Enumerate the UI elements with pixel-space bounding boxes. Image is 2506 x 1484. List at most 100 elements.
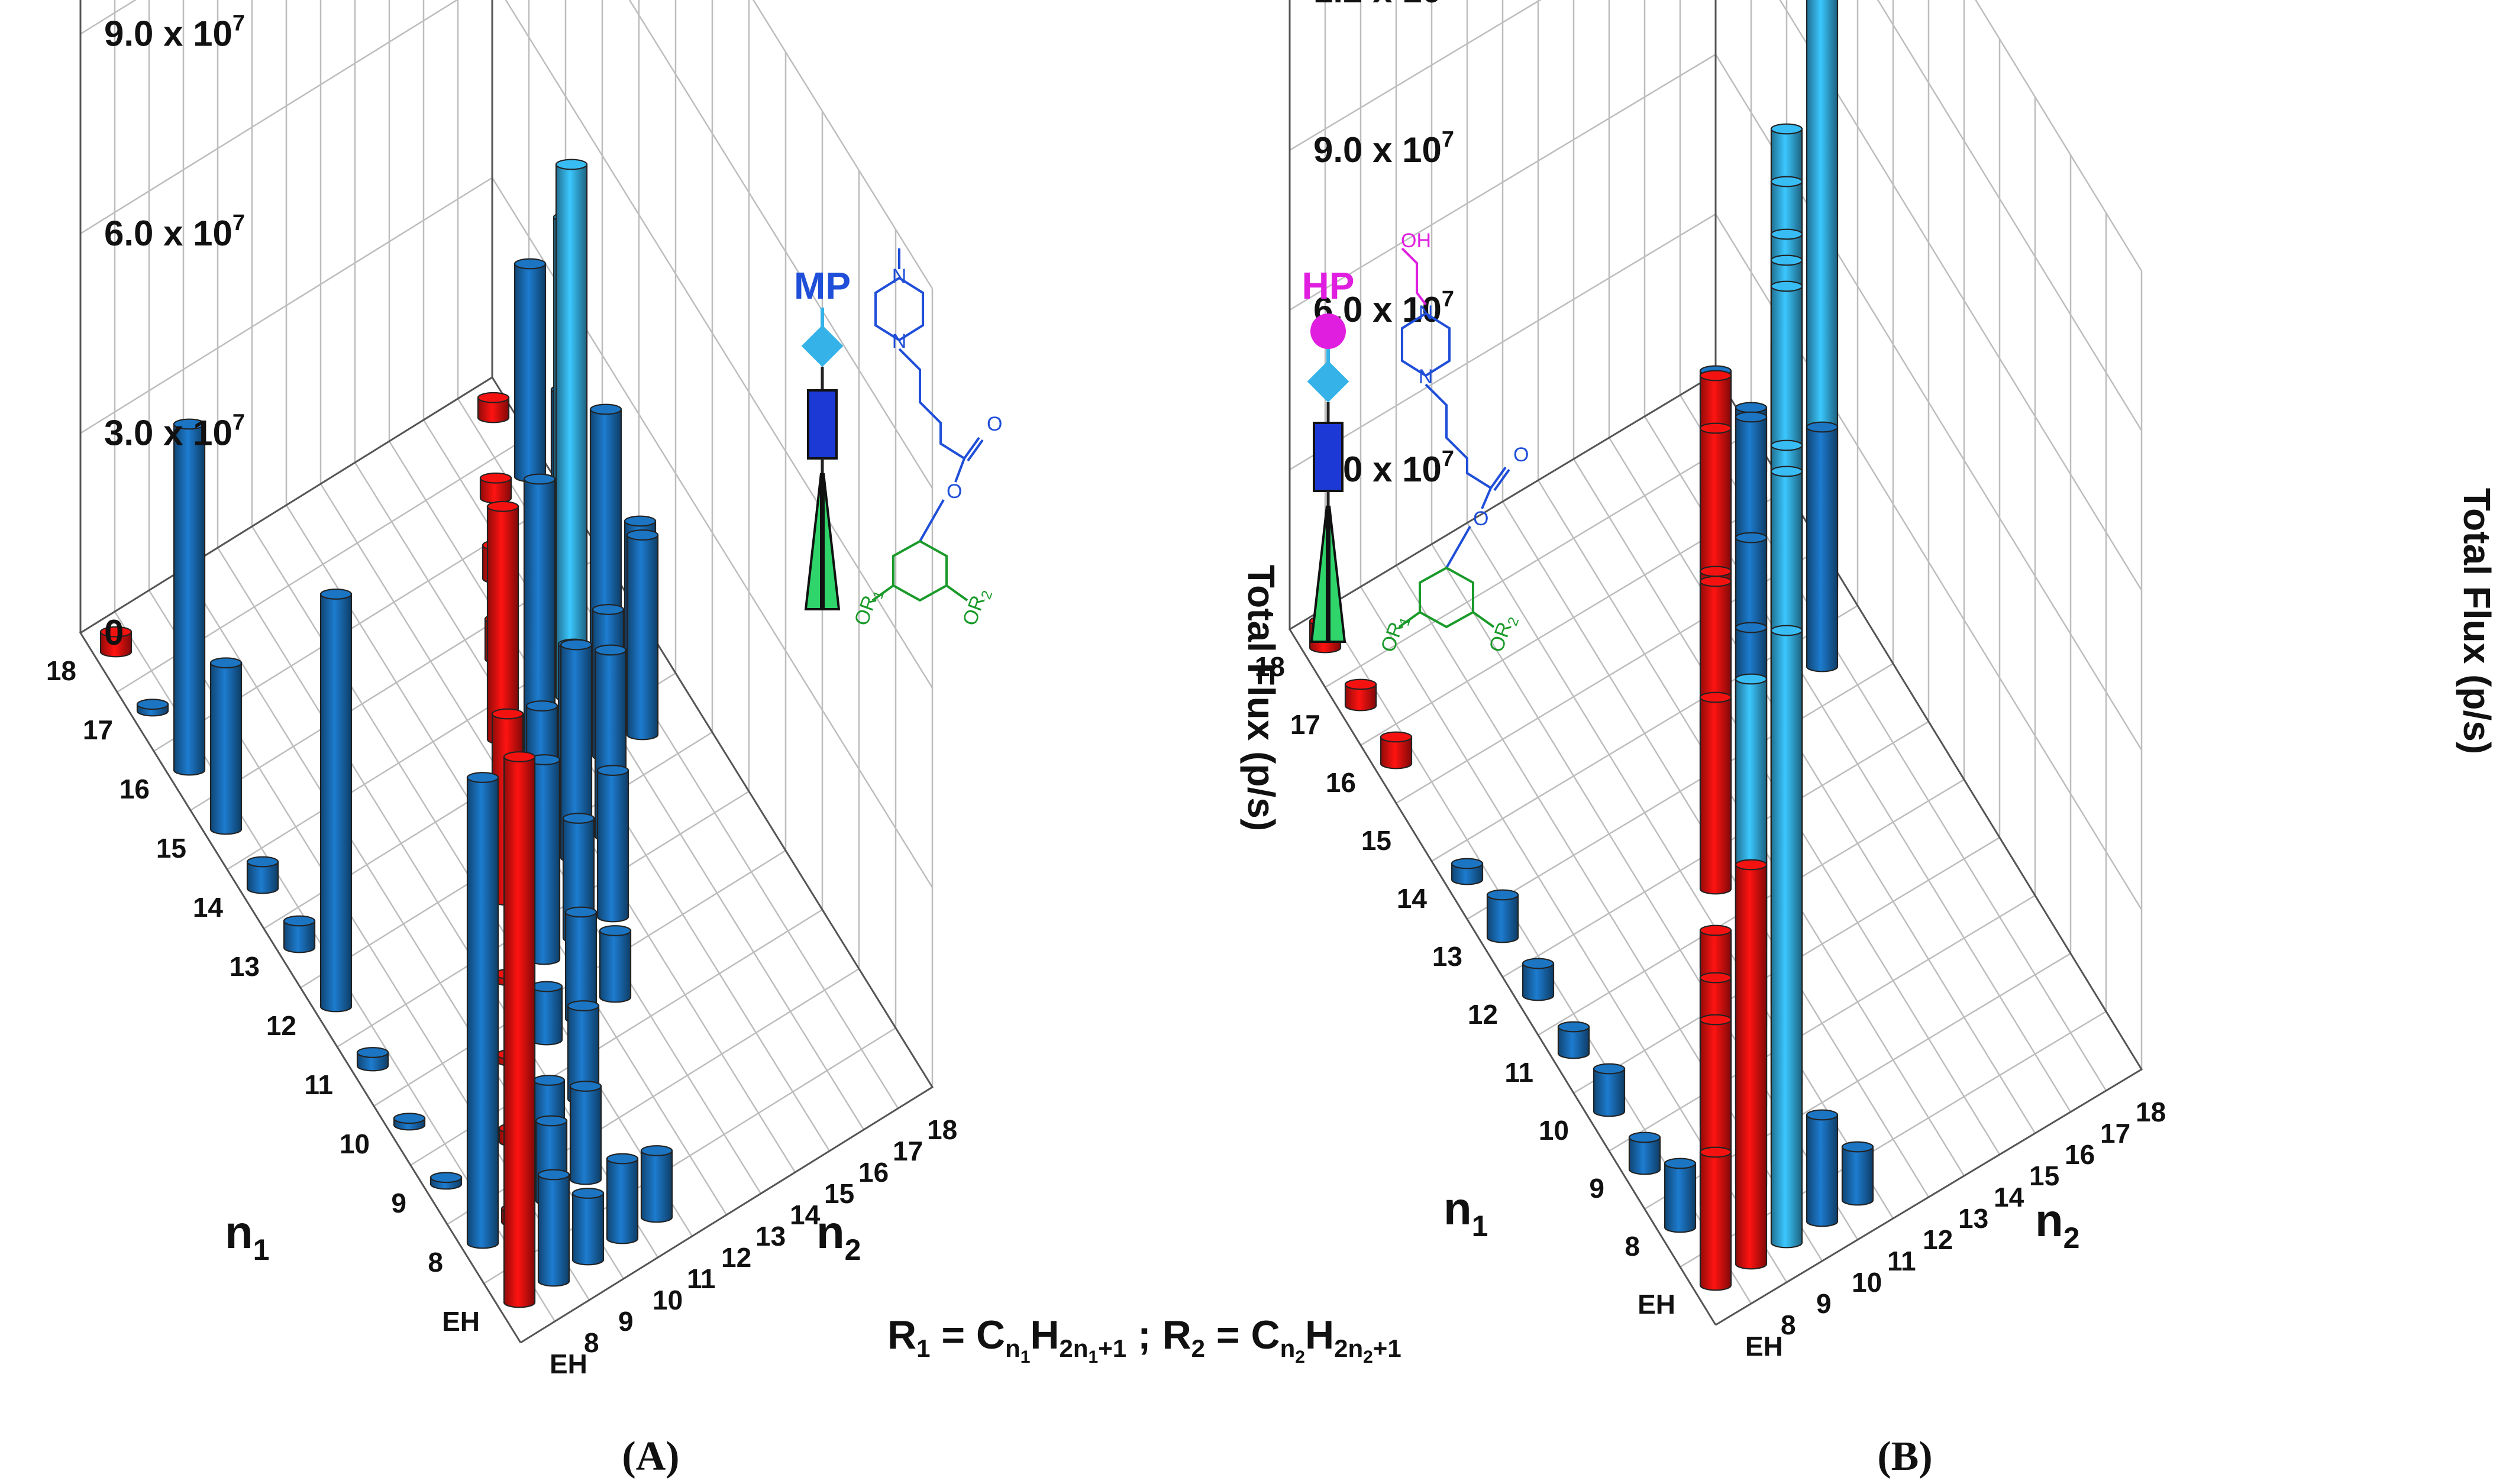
- panel-a-or2: OR2: [958, 585, 996, 630]
- panel-a-x-tick: EH: [442, 1306, 480, 1337]
- formula-text: R1 = Cn1H2n1+1 ; R2 = Cn2H2n2+1: [887, 1312, 1401, 1367]
- panel-a-bar-EH-8: [537, 1169, 570, 1287]
- panel-b-z-tick: 1.2 x 108: [1313, 0, 1454, 10]
- panel-a-y-tick: 15: [824, 1178, 854, 1209]
- panel-b-y-tick: 17: [2100, 1118, 2130, 1149]
- panel-b-chart: EH89101112131415161718EH8910111213141516…: [1255, 0, 2498, 1362]
- panel-a-bar-11-12: [528, 754, 561, 965]
- panel-a-bar-8-EH: [466, 772, 499, 1249]
- panel-b-bar-12-EH: [1522, 958, 1555, 1001]
- panel-a-x-tick: 8: [428, 1247, 443, 1278]
- panel-a-bar-15-EH: [209, 657, 243, 835]
- panel-b-circle-icon: [1310, 313, 1346, 349]
- panel-b-bar-14-17: [1806, 421, 1839, 673]
- panel-a-y-tick: 9: [618, 1306, 634, 1337]
- panel-a-bar-14-EH: [246, 856, 279, 894]
- panel-a-y-tick: 12: [721, 1242, 751, 1273]
- panel-b-y-tick: 12: [1923, 1224, 1953, 1255]
- panel-b-bar-13-EH: [1486, 889, 1519, 943]
- panel-a-bar-18-18: [477, 392, 510, 423]
- panel-a-n-top: N: [892, 265, 907, 287]
- panel-a-y-tick: 16: [858, 1157, 889, 1188]
- panel-b-linker-icon: [1313, 422, 1344, 492]
- panel-b-x-tick: 15: [1361, 825, 1391, 856]
- panel-b-n-top: N: [1419, 302, 1433, 324]
- panel-b-bar-EH-10: [1806, 1109, 1839, 1227]
- panel-b-y-tick: 11: [1887, 1246, 1916, 1276]
- panel-b-bar-8-EH: [1664, 1158, 1697, 1233]
- panel-a-linker-icon: [807, 389, 838, 460]
- panel-b-x-tick: 13: [1432, 941, 1462, 972]
- panel-b-or2: OR2: [1485, 612, 1522, 657]
- panel-a-bar-EH-10: [606, 1153, 639, 1244]
- panel-b-y-tick: 10: [1852, 1267, 1882, 1298]
- panel-label-b: (B): [1877, 1434, 1932, 1479]
- panel-a-bar-EH-EH: [503, 751, 536, 1308]
- panel-a-tail-icon: [804, 473, 822, 610]
- panel-a-diamond-icon: [801, 325, 844, 367]
- panel-a-bar-11-EH: [356, 1047, 389, 1072]
- panel-a-bar-11-14: [596, 765, 629, 923]
- panel-b-bar-11-EH: [1557, 1021, 1590, 1059]
- panel-b-x-tick: 10: [1539, 1115, 1569, 1146]
- panel-label-a: (A): [622, 1434, 679, 1479]
- panel-b-o-ester: O: [1473, 507, 1488, 530]
- panel-b-xlabel: n1: [1443, 1182, 1488, 1243]
- panel-a-x-tick: 9: [391, 1188, 406, 1218]
- panel-a-molecule-code: MP: [794, 264, 851, 307]
- panel-a-bars: [99, 159, 673, 1308]
- panel-b-x-tick: 11: [1504, 1057, 1533, 1088]
- panel-b-bar-EH-9: [1770, 625, 1803, 1249]
- panel-a-bar-10-11: [530, 981, 563, 1046]
- panel-a-chart: EH89101112131415161718EH8910111213141516…: [46, 0, 1283, 1379]
- panel-a-n-bottom: N: [892, 330, 907, 353]
- panel-b-x-tick: EH: [1638, 1289, 1675, 1320]
- panel-b-molecule: HP OH N N O O OR1 OR2: [1302, 229, 1529, 657]
- panel-b-molecule-code: HP: [1302, 264, 1355, 307]
- panel-b-y-tick: 14: [1994, 1182, 2024, 1213]
- panel-b-bar-EH-11: [1841, 1141, 1874, 1206]
- panel-a-bar-EH-9: [571, 1188, 605, 1266]
- panel-b-bar-9-EH: [1628, 1131, 1661, 1175]
- panel-b-y-tick: 15: [2029, 1160, 2059, 1191]
- panel-a-o-ester: O: [947, 480, 962, 503]
- panel-b-y-tick: 8: [1781, 1310, 1796, 1340]
- panel-b-or1: OR1: [1377, 612, 1414, 657]
- panel-b-x-tick: 18: [1255, 651, 1285, 682]
- panel-a-x-tick: 14: [193, 892, 224, 923]
- panel-b-y-tick: 13: [1958, 1203, 1988, 1234]
- panel-a-ylabel: n2: [816, 1206, 861, 1266]
- panel-a-y-tick: 17: [893, 1136, 923, 1166]
- panel-a-zlabel: Total Flux (p/s): [1240, 565, 1283, 831]
- panel-a-z-tick: 0: [104, 613, 124, 652]
- panel-b-x-tick: 9: [1589, 1173, 1604, 1204]
- panel-a-x-tick: 10: [340, 1129, 370, 1159]
- panel-a-x-tick: 12: [266, 1010, 296, 1041]
- panel-a-z-tick: 3.0 x 107: [104, 410, 245, 453]
- panel-a-bar-13-17: [626, 529, 659, 741]
- panel-a-y-tick: EH: [550, 1349, 587, 1379]
- panel-a-bar-EH-11: [640, 1145, 673, 1223]
- panel-b-bar-17-EH: [1344, 678, 1377, 712]
- panel-b-bar-12-12: [1699, 691, 1732, 895]
- panel-b-z-tick: 9.0 x 107: [1313, 127, 1454, 170]
- panel-b-x-tick: 17: [1290, 709, 1320, 740]
- panel-b-zlabel: Total Flux (p/s): [2456, 488, 2498, 754]
- panel-a-bar-12-EH: [319, 589, 353, 1013]
- panel-a-bar-17-17: [479, 472, 512, 504]
- panel-b-y-tick: 9: [1816, 1288, 1832, 1319]
- panel-b-bars: [1309, 0, 1874, 1291]
- panel-a-bar-13-EH: [283, 915, 316, 953]
- panel-b-bar-EH-8: [1735, 859, 1768, 1270]
- panel-b-x-tick: 16: [1326, 767, 1356, 798]
- panel-a-bar-17-EH: [136, 699, 169, 717]
- panel-b-ylabel: n2: [2035, 1194, 2079, 1255]
- panel-a-y-tick: 18: [927, 1114, 957, 1145]
- panel-a-o-carbonyl: O: [987, 413, 1002, 435]
